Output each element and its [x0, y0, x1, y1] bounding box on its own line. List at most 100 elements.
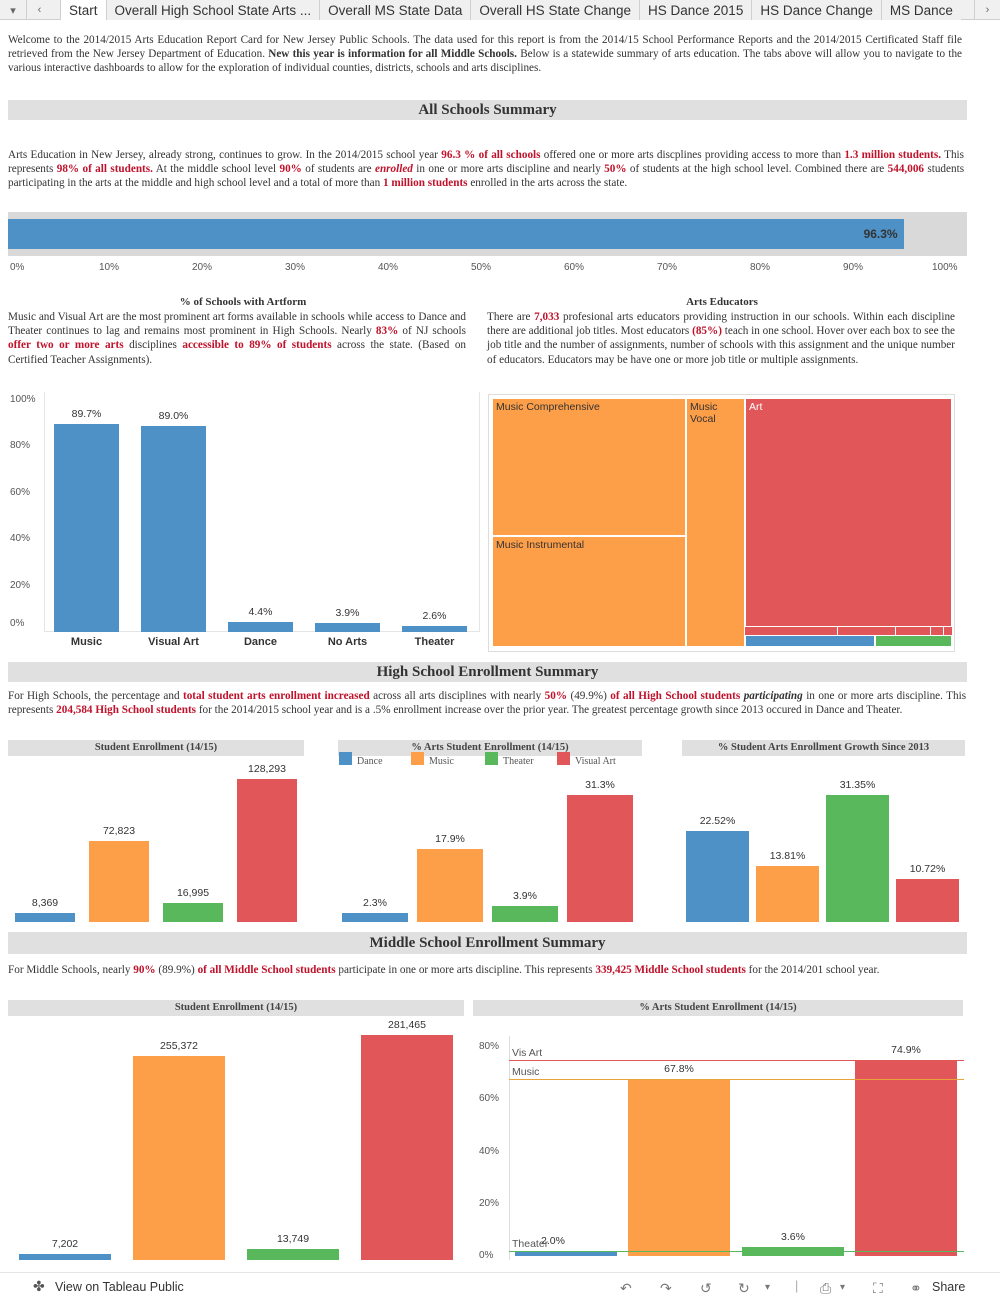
hs-chart-0-bar-dance[interactable] [15, 912, 75, 922]
refresh-menu-chevron-down-icon[interactable]: ▾ [765, 1282, 771, 1293]
tab-overall-high-school-state-arts[interactable]: Overall High School State Arts ... [105, 0, 320, 20]
x-tick-label: 30% [285, 262, 306, 273]
hs-chart-2-bar-theater[interactable] [826, 795, 889, 922]
hs-chart-1-bar-visual-art[interactable] [567, 795, 633, 922]
y-tick-label: 40% [479, 1145, 500, 1157]
tab-menu-icon[interactable]: ▾ [10, 4, 16, 17]
ms-chart-0-value-label: 255,372 [160, 1039, 198, 1052]
hs-chart-1-bar-dance[interactable] [342, 912, 408, 922]
hs-chart-2-bar-visual-art[interactable] [896, 878, 959, 922]
ms-chart-0-bar-dance[interactable] [19, 1254, 111, 1260]
treemap-cell-dance[interactable] [745, 635, 875, 647]
toolbar-divider: | [795, 1279, 799, 1293]
hs-pct-enrollment-chart: 2.3% 17.9% 3.9% 31.3% [338, 758, 642, 924]
x-tick-label: 80% [750, 262, 771, 273]
y-tick-label: 80% [10, 440, 31, 452]
hs-chart-1-bar-music[interactable] [417, 849, 483, 922]
undo-icon[interactable]: ↶ [620, 1280, 632, 1296]
ms-reference-line-theater [509, 1250, 964, 1252]
tab-ms-dance[interactable]: MS Dance [880, 0, 961, 20]
view-on-tableau-link[interactable]: View on Tableau Public [55, 1280, 184, 1294]
artform-title: % of Schools with Artform [179, 296, 307, 308]
dashboard-tabs: Start Overall High School State Arts ... O… [60, 0, 961, 20]
artform-bar-visual-art[interactable] [141, 425, 206, 632]
hs-chart-0-value-label: 16,995 [176, 887, 210, 900]
ms-pct-bar-visual-art[interactable] [855, 1060, 957, 1256]
legend-label: Dance [357, 756, 383, 767]
share-icon[interactable]: ⚭ [910, 1280, 922, 1296]
ms-enrollment-chart: 7,202 255,372 13,749 281,465 [8, 1018, 468, 1264]
hs-chart-0-value-label: 8,369 [31, 896, 59, 909]
hs-chart-2-value-label: 10.72% [909, 862, 946, 875]
hbar-value-label: 96.3% [863, 227, 898, 241]
ms-reference-label: Music [512, 1065, 540, 1078]
artform-category-label: No Arts [327, 636, 368, 648]
x-tick-label: 100% [932, 262, 958, 273]
y-tick-label: 80% [479, 1041, 500, 1052]
tab-scroll-right-icon[interactable]: › [974, 0, 1000, 20]
ms-pct-enrollment-panel-title: % Arts Student Enrollment (14/15) [473, 1000, 963, 1016]
x-tick-label: 40% [378, 262, 399, 273]
legend-label: Theater [503, 756, 534, 767]
ms-pct-bar-dance[interactable] [515, 1250, 617, 1256]
fullscreen-icon[interactable]: ⛶ [873, 1280, 883, 1296]
x-tick-label: 0% [10, 262, 25, 273]
hs-chart-0-bar-visual-art[interactable] [237, 779, 297, 922]
hs-chart-2-value-label: 31.35% [839, 779, 876, 791]
y-tick-label: 0% [479, 1250, 494, 1261]
treemap-cell-art[interactable]: Art [745, 398, 952, 635]
legend-label: Music [429, 756, 454, 767]
ms-chart-0-bar-theater[interactable] [247, 1249, 339, 1260]
legend-label: Visual Art [575, 756, 616, 767]
tab-hs-dance-change[interactable]: HS Dance Change [751, 0, 881, 20]
hs-chart-0-value-label: 72,823 [102, 824, 136, 837]
ms-chart-0-bar-visual-art[interactable] [361, 1035, 453, 1260]
hs-chart-0-value-label: 128,293 [248, 763, 286, 775]
hs-chart-2-bar-music[interactable] [756, 866, 819, 922]
educators-paragraph: There are 7,033 profesional arts educato… [487, 311, 956, 366]
revert-icon[interactable]: ↺ [700, 1280, 712, 1296]
ms-pct-bar-music[interactable] [628, 1078, 730, 1256]
ms-reference-label: Theater [512, 1237, 549, 1250]
hbar-schools-with-arts[interactable] [8, 219, 904, 249]
artform-paragraph: Music and Visual Art are the most promin… [8, 311, 467, 366]
discipline-legend: Dance Music Theater Visual Art [339, 752, 639, 768]
artform-value-label: 89.7% [71, 407, 102, 420]
artform-category-label: Theater [414, 636, 455, 648]
all-schools-paragraph: Arts Education in New Jersey, already st… [8, 149, 965, 190]
intro-paragraph: Welcome to the 2014/2015 Arts Education … [8, 34, 963, 75]
artform-bar-music[interactable] [54, 423, 119, 632]
treemap-cell-theater[interactable] [875, 635, 952, 647]
share-button[interactable]: Share [932, 1280, 966, 1294]
artform-category-label: Visual Art [148, 636, 199, 648]
tab-overall-hs-state-change[interactable]: Overall HS State Change [470, 0, 640, 20]
tab-scroll-left-icon[interactable]: ‹ [26, 0, 52, 20]
tab-start[interactable]: Start [60, 0, 106, 20]
artform-bar-dance[interactable] [228, 621, 293, 632]
redo-icon[interactable]: ↷ [660, 1280, 672, 1296]
treemap-cell-music-instrumental[interactable]: Music Instrumental [492, 536, 686, 647]
hs-chart-0-bar-theater[interactable] [163, 903, 223, 922]
tab-hs-dance-2015[interactable]: HS Dance 2015 [639, 0, 752, 20]
ms-enrollment-panel-title: Student Enrollment (14/15) [8, 1000, 464, 1016]
hs-chart-0-bar-music[interactable] [89, 840, 149, 922]
hs-growth-panel-title: % Student Arts Enrollment Growth Since 2… [682, 740, 965, 756]
schools-with-arts-bar-chart: 96.3% 0% 10% 20% 30% 40% 50% 60% 70% 80% 90% 100% [8, 212, 967, 276]
hs-chart-2-bar-dance[interactable] [686, 830, 749, 922]
treemap-small-cells [745, 626, 952, 636]
download-menu-chevron-down-icon[interactable]: ▾ [840, 1282, 846, 1293]
tab-overall-ms-state-data[interactable]: Overall MS State Data [319, 0, 471, 20]
download-icon[interactable]: ⎙ [820, 1280, 832, 1296]
hs-chart-1-bar-theater[interactable] [492, 906, 558, 922]
legend-swatch-dance [339, 752, 352, 765]
artform-bar-no-arts[interactable] [315, 622, 380, 632]
artform-bar-theater[interactable] [402, 625, 467, 632]
treemap-cell-music-comprehensive[interactable]: Music Comprehensive [492, 398, 686, 536]
treemap-cell-music-vocal[interactable]: Music Vocal [686, 398, 745, 647]
artform-value-label: 89.0% [158, 409, 189, 422]
ms-enrollment-summary-title: Middle School Enrollment Summary [8, 932, 967, 954]
refresh-icon[interactable]: ↻ [738, 1280, 750, 1296]
hs-enrollment-summary-title: High School Enrollment Summary [8, 662, 967, 682]
ms-chart-0-bar-music[interactable] [133, 1055, 225, 1260]
ms-chart-0-value-label: 281,465 [388, 1019, 426, 1031]
